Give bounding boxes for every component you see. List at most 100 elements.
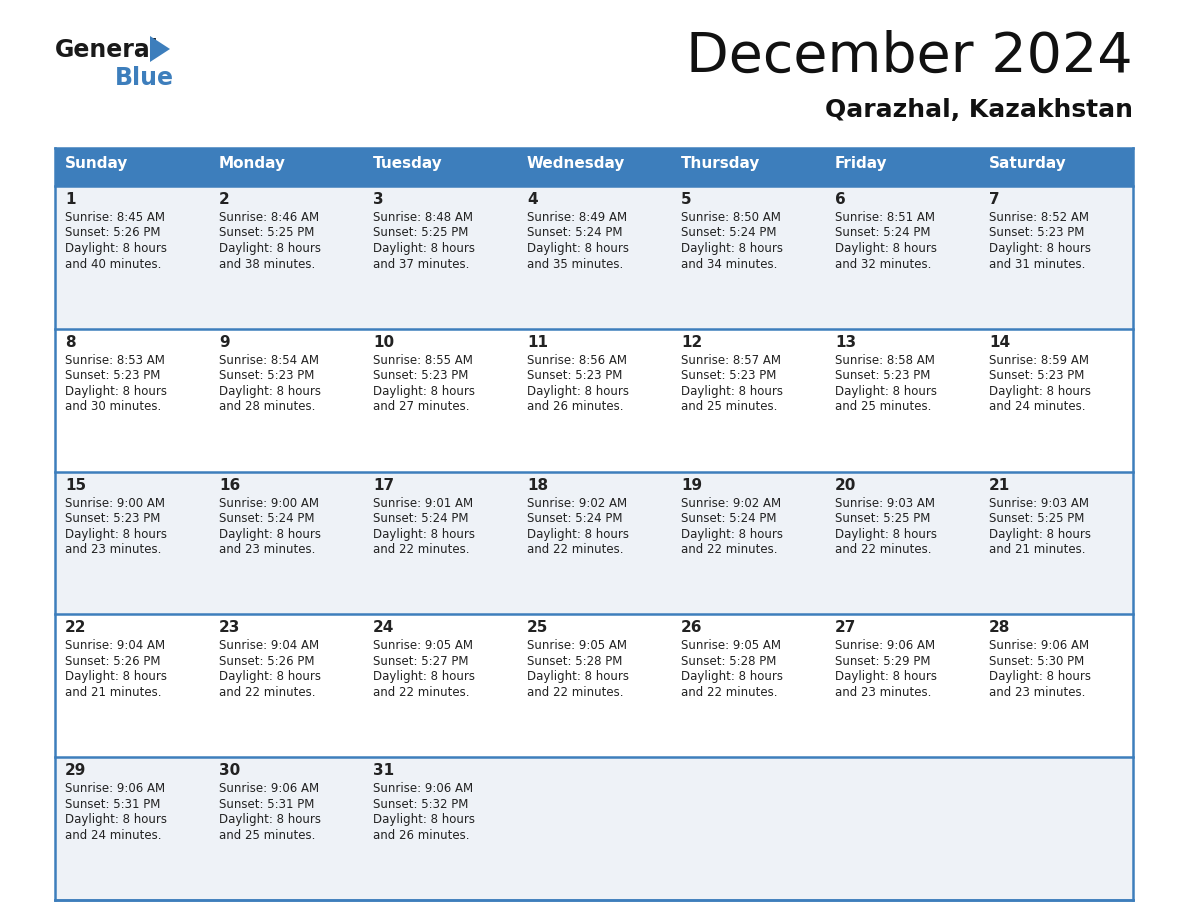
Text: 22: 22 [65, 621, 87, 635]
Text: 29: 29 [65, 763, 87, 778]
Text: and 26 minutes.: and 26 minutes. [527, 400, 624, 413]
Text: 13: 13 [835, 335, 857, 350]
Text: Sunset: 5:25 PM: Sunset: 5:25 PM [988, 512, 1085, 525]
Text: Daylight: 8 hours: Daylight: 8 hours [988, 242, 1091, 255]
Text: Sunrise: 8:48 AM: Sunrise: 8:48 AM [373, 211, 473, 224]
Text: and 23 minutes.: and 23 minutes. [219, 543, 315, 556]
Text: 3: 3 [373, 192, 384, 207]
Text: Tuesday: Tuesday [373, 156, 443, 171]
Text: Sunset: 5:28 PM: Sunset: 5:28 PM [527, 655, 623, 668]
Text: Daylight: 8 hours: Daylight: 8 hours [681, 385, 783, 397]
Bar [671, 148, 824, 186]
Text: Thursday: Thursday [681, 156, 760, 171]
Text: and 22 minutes.: and 22 minutes. [681, 686, 777, 699]
Bar [671, 614, 824, 757]
Text: Sunset: 5:25 PM: Sunset: 5:25 PM [373, 227, 468, 240]
Bar [517, 148, 671, 186]
Text: and 21 minutes.: and 21 minutes. [988, 543, 1086, 556]
Text: Daylight: 8 hours: Daylight: 8 hours [988, 385, 1091, 397]
Text: Sunrise: 8:55 AM: Sunrise: 8:55 AM [373, 353, 473, 367]
Text: Sunrise: 9:04 AM: Sunrise: 9:04 AM [219, 640, 320, 653]
Text: 27: 27 [835, 621, 857, 635]
Text: 1: 1 [65, 192, 76, 207]
Text: Sunrise: 9:06 AM: Sunrise: 9:06 AM [835, 640, 935, 653]
Text: and 26 minutes.: and 26 minutes. [373, 829, 469, 842]
Text: Sunset: 5:32 PM: Sunset: 5:32 PM [373, 798, 468, 811]
Text: Sunrise: 8:49 AM: Sunrise: 8:49 AM [527, 211, 627, 224]
Text: and 28 minutes.: and 28 minutes. [219, 400, 315, 413]
Text: Daylight: 8 hours: Daylight: 8 hours [65, 670, 168, 683]
Text: Daylight: 8 hours: Daylight: 8 hours [219, 242, 321, 255]
Text: and 31 minutes.: and 31 minutes. [988, 258, 1086, 271]
Text: 25: 25 [527, 621, 549, 635]
Text: Sunset: 5:24 PM: Sunset: 5:24 PM [835, 227, 930, 240]
Text: Sunday: Sunday [65, 156, 128, 171]
Bar [55, 148, 209, 186]
Text: Sunrise: 9:05 AM: Sunrise: 9:05 AM [681, 640, 781, 653]
Text: 30: 30 [219, 763, 240, 778]
Text: Sunset: 5:31 PM: Sunset: 5:31 PM [219, 798, 315, 811]
Text: Sunset: 5:23 PM: Sunset: 5:23 PM [219, 369, 315, 382]
Text: Daylight: 8 hours: Daylight: 8 hours [988, 528, 1091, 541]
Text: Blue: Blue [115, 66, 173, 90]
Bar [671, 472, 824, 614]
Text: Sunrise: 8:54 AM: Sunrise: 8:54 AM [219, 353, 320, 367]
Text: and 23 minutes.: and 23 minutes. [65, 543, 162, 556]
Text: Sunrise: 8:46 AM: Sunrise: 8:46 AM [219, 211, 320, 224]
Text: 19: 19 [681, 477, 702, 493]
Bar [671, 186, 824, 329]
Text: Sunset: 5:23 PM: Sunset: 5:23 PM [527, 369, 623, 382]
Bar [364, 186, 517, 329]
Text: Daylight: 8 hours: Daylight: 8 hours [373, 242, 475, 255]
Bar [979, 329, 1133, 472]
Text: Sunrise: 8:53 AM: Sunrise: 8:53 AM [65, 353, 165, 367]
Text: Daylight: 8 hours: Daylight: 8 hours [219, 670, 321, 683]
Text: and 22 minutes.: and 22 minutes. [835, 543, 931, 556]
Text: 31: 31 [373, 763, 394, 778]
Text: 28: 28 [988, 621, 1010, 635]
Text: Daylight: 8 hours: Daylight: 8 hours [988, 670, 1091, 683]
Text: Sunrise: 9:00 AM: Sunrise: 9:00 AM [65, 497, 165, 509]
Text: Sunrise: 9:05 AM: Sunrise: 9:05 AM [373, 640, 473, 653]
Text: Sunset: 5:24 PM: Sunset: 5:24 PM [681, 512, 777, 525]
Text: Sunset: 5:25 PM: Sunset: 5:25 PM [219, 227, 315, 240]
Text: and 30 minutes.: and 30 minutes. [65, 400, 162, 413]
Text: Daylight: 8 hours: Daylight: 8 hours [835, 242, 937, 255]
Text: 23: 23 [219, 621, 240, 635]
Text: and 23 minutes.: and 23 minutes. [835, 686, 931, 699]
Text: Sunrise: 8:45 AM: Sunrise: 8:45 AM [65, 211, 165, 224]
Bar [824, 472, 979, 614]
Bar [55, 329, 209, 472]
Text: and 22 minutes.: and 22 minutes. [527, 543, 624, 556]
Bar [55, 614, 209, 757]
Text: Sunrise: 8:52 AM: Sunrise: 8:52 AM [988, 211, 1089, 224]
Text: 8: 8 [65, 335, 76, 350]
Text: Sunset: 5:24 PM: Sunset: 5:24 PM [527, 227, 623, 240]
Text: Sunrise: 9:04 AM: Sunrise: 9:04 AM [65, 640, 165, 653]
Text: Sunrise: 9:06 AM: Sunrise: 9:06 AM [988, 640, 1089, 653]
Text: and 24 minutes.: and 24 minutes. [988, 400, 1086, 413]
Bar [517, 329, 671, 472]
Bar [979, 186, 1133, 329]
Text: 9: 9 [219, 335, 229, 350]
Bar [55, 757, 209, 900]
Text: Daylight: 8 hours: Daylight: 8 hours [681, 242, 783, 255]
Text: Sunset: 5:24 PM: Sunset: 5:24 PM [373, 512, 468, 525]
Text: 2: 2 [219, 192, 229, 207]
Text: Daylight: 8 hours: Daylight: 8 hours [65, 385, 168, 397]
Text: 4: 4 [527, 192, 538, 207]
Bar [364, 329, 517, 472]
Bar [824, 757, 979, 900]
Bar [55, 472, 209, 614]
Text: Sunrise: 8:51 AM: Sunrise: 8:51 AM [835, 211, 935, 224]
Text: Daylight: 8 hours: Daylight: 8 hours [219, 528, 321, 541]
Bar [979, 472, 1133, 614]
Text: 21: 21 [988, 477, 1010, 493]
Text: Sunset: 5:23 PM: Sunset: 5:23 PM [373, 369, 468, 382]
Text: Daylight: 8 hours: Daylight: 8 hours [65, 813, 168, 826]
Text: 20: 20 [835, 477, 857, 493]
Text: Sunset: 5:28 PM: Sunset: 5:28 PM [681, 655, 777, 668]
Bar [979, 614, 1133, 757]
Bar [824, 186, 979, 329]
Bar [364, 614, 517, 757]
